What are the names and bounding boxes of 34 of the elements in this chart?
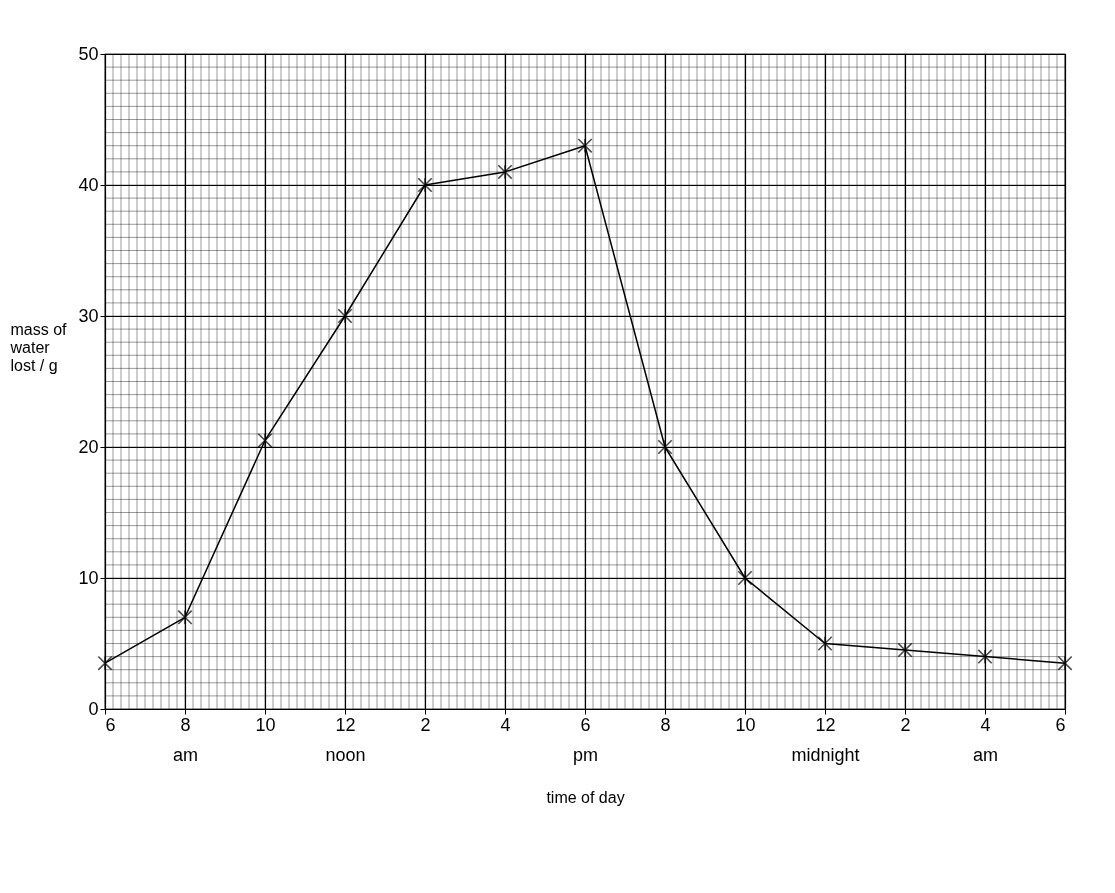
x-tick-label: 6 xyxy=(1055,714,1066,735)
y-tick-label: 30 xyxy=(78,305,99,326)
y-tick-label: 0 xyxy=(88,698,99,719)
x-tick-label: 12 noon xyxy=(325,714,366,765)
x-tick-label: 4 am xyxy=(972,714,999,765)
point xyxy=(497,164,513,180)
y-tick-label: 40 xyxy=(78,174,99,195)
point xyxy=(257,432,273,448)
point xyxy=(97,655,113,671)
point xyxy=(177,609,193,625)
x-tick-label: 10 xyxy=(255,714,276,735)
point xyxy=(577,138,593,154)
x-tick-label: 12 midnight xyxy=(791,714,860,765)
x-tick-label: 6 pm xyxy=(572,714,599,765)
x-tick-label: 2 xyxy=(420,714,431,735)
point xyxy=(657,439,673,455)
y-tick-label: 50 xyxy=(78,43,99,64)
point xyxy=(897,642,913,658)
point xyxy=(1057,655,1073,671)
point xyxy=(737,570,753,586)
x-tick-label: 6 xyxy=(105,714,116,735)
point xyxy=(817,635,833,652)
x-tick-label: 8 xyxy=(660,714,671,735)
x-tick-label: 2 xyxy=(900,714,911,735)
point xyxy=(337,308,353,324)
x-tick-label: 8 am xyxy=(172,714,199,765)
point xyxy=(417,177,433,193)
y-tick-label: 20 xyxy=(78,436,99,457)
x-tick-label: 10 xyxy=(735,714,756,735)
x-tick-label: 4 xyxy=(500,714,511,735)
y-axis-title: mass of water lost / g xyxy=(9,320,68,374)
x-axis-title: time of day xyxy=(546,788,625,806)
point xyxy=(977,649,993,665)
y-tick-label: 10 xyxy=(78,567,99,588)
